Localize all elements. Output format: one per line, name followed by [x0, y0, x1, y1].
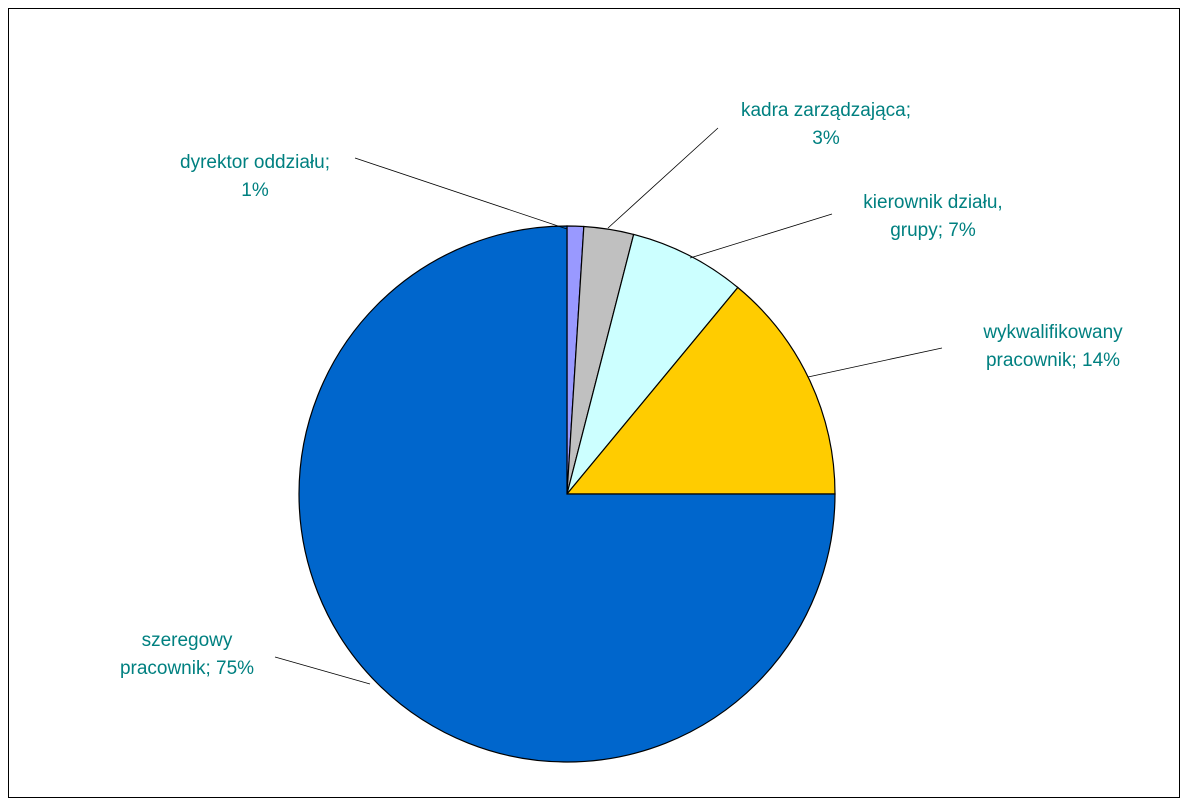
pie-slice-kierownik-dzialu-grupy	[566, 233, 739, 495]
leader-line-dyrektor-oddzialu	[354, 157, 568, 230]
pie-slice-szeregowy-pracownik	[298, 225, 836, 763]
data-label-line: pracownik; 75%	[120, 658, 254, 679]
data-label-line: grupy; 7%	[890, 220, 976, 241]
leader-line-kierownik-dzialu-grupy	[689, 213, 833, 259]
data-label-line: kierownik działu,	[863, 192, 1002, 213]
pie-slice-wykwalifikowany-pracownik	[565, 286, 836, 495]
data-label-line: kadra zarządzająca;	[741, 100, 911, 121]
data-label-kierownik-dzialu-grupy: kierownik działu, grupy; 7%	[863, 192, 1002, 241]
leader-line-wykwalifikowany-pracownik	[807, 347, 943, 378]
leader-line-kadra-zarzadzajaca	[607, 127, 719, 229]
data-labels: dyrektor oddziału; 1% kadra zarządzająca; 3…	[120, 100, 1123, 679]
data-label-kadra-zarzadzajaca: kadra zarządzająca; 3%	[741, 100, 911, 149]
leader-line-szeregowy-pracownik	[274, 656, 371, 685]
data-label-line: 1%	[241, 180, 269, 201]
data-label-line: szeregowy	[142, 630, 233, 651]
data-label-szeregowy-pracownik: szeregowy pracownik; 75%	[120, 630, 254, 679]
data-label-wykwalifikowany-pracownik: wykwalifikowany pracownik; 14%	[982, 322, 1123, 371]
data-label-line: pracownik; 14%	[986, 350, 1120, 371]
pie-chart: dyrektor oddziału; 1% kadra zarządzająca; 3…	[120, 100, 1123, 763]
leader-lines	[274, 127, 943, 685]
data-label-line: wykwalifikowany	[982, 322, 1123, 343]
data-label-line: dyrektor oddziału;	[180, 152, 330, 173]
data-label-dyrektor-oddzialu: dyrektor oddziału; 1%	[180, 152, 330, 201]
data-label-line: 3%	[812, 128, 840, 149]
pie-slices	[298, 225, 836, 763]
